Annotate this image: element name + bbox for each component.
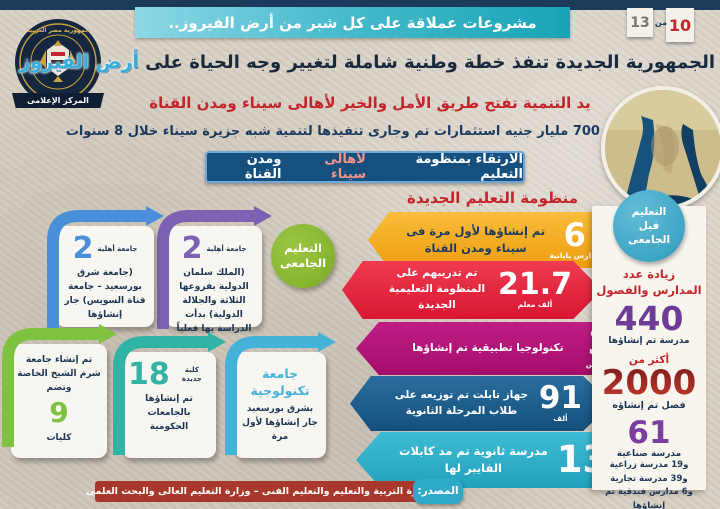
university-card-sharm: تم إنشاء جامعة شرم الشيخ الخاصة وتضم 9 ك… bbox=[1, 324, 117, 458]
pre-university-stats: زيادة عدد المدارس والفصول 440 مدرسة تم إ… bbox=[592, 266, 706, 509]
pre-university-badge: التعليم قبل الجامعى bbox=[613, 190, 685, 262]
stat-classes-label: فصل تم إنشاؤه bbox=[612, 400, 686, 412]
page-number-total: 13 bbox=[627, 8, 653, 37]
svg-text:جمهورية مصر العربية: جمهورية مصر العربية bbox=[27, 27, 90, 34]
media-center-ribbon: المركز الإعلامى bbox=[12, 93, 104, 108]
banner-desc: تم إنشاؤها لأول مرة فى سيناء ومدن القناة bbox=[406, 223, 546, 255]
stat-vocational-line3: و39 مدرسة تجارية bbox=[610, 473, 688, 484]
card-desc: (الملك سلمان الدولية بفروعها الثلاثة وال… bbox=[176, 268, 252, 334]
card-desc: بشرق بورسعيد جار إنشاؤها لأول مرة bbox=[242, 403, 318, 442]
top-navy-strip bbox=[0, 0, 720, 10]
card-desc: تم إنشاء جامعة شرم الشيخ الخاصة وتضم bbox=[17, 355, 101, 393]
stats-heading: زيادة عدد المدارس والفصول bbox=[596, 267, 702, 298]
stat-classes-prefix: أكثر من bbox=[628, 354, 670, 367]
page-title-main: الجمهورية الجديدة تنفذ خطة وطنية شاملة ل… bbox=[145, 52, 715, 73]
banner-unit: مدارس يابانية bbox=[549, 251, 600, 261]
page-number-separator: من bbox=[654, 18, 668, 27]
card-value: 2 bbox=[72, 231, 94, 266]
card-unit: جامعة أهلية bbox=[206, 244, 247, 253]
stat-banner-japanese-schools: 6 مدارس يابانية تم إنشاؤها لأول مرة فى س… bbox=[368, 212, 630, 268]
banner-value: 91 bbox=[538, 379, 582, 416]
eagle-icon bbox=[40, 40, 76, 82]
card-value: 9 bbox=[49, 395, 69, 429]
card-unit: كليات bbox=[46, 432, 72, 443]
stat-schools-value: 440 bbox=[614, 299, 684, 339]
banner-desc: مدرسة ثانوية تم مد كابلات الفايبر لها bbox=[398, 443, 548, 475]
source-label: المصدر: bbox=[413, 478, 463, 504]
banner-desc: تكنولوجيا تطبيقية تم إنشاؤها bbox=[412, 341, 564, 354]
page-title-highlight: أرض الفيروز bbox=[19, 51, 139, 73]
card-unit: جامعة أهلية bbox=[97, 244, 138, 253]
stat-classes-value: 2000 bbox=[592, 366, 706, 400]
stat-vocational-label: مدرسة صناعية bbox=[616, 449, 682, 460]
series-ribbon-text: مشروعات عملاقة على كل شبر من أرض الفيروز… bbox=[168, 13, 537, 32]
stat-vocational-value: 61 bbox=[627, 415, 671, 452]
card-unit: كلية جديدة bbox=[181, 366, 202, 383]
page-number-current: 10 bbox=[666, 8, 694, 42]
card-value: 18 bbox=[128, 357, 170, 392]
university-card-technological: جامعة تكنولوجية بشرق بورسعيد جار إنشاؤها… bbox=[225, 332, 336, 458]
card-title: جامعة تكنولوجية bbox=[250, 366, 310, 398]
university-card-east-portsaid: جامعة أهلية 2 (جامعة شرق بورسعيد – جامعة… bbox=[47, 206, 164, 329]
banner-value: 21.7 bbox=[497, 266, 572, 302]
banner-desc: تم تدريبهم على المنظومة التعليمية الجديد… bbox=[388, 267, 486, 311]
card-desc: (جامعة شرق بورسعيد – جامعة قناة السويس) … bbox=[64, 268, 146, 320]
card-value: 2 bbox=[181, 231, 203, 266]
banner-value: 6 bbox=[563, 215, 586, 254]
banner-unit: ألف معلم bbox=[517, 300, 553, 310]
series-ribbon: مشروعات عملاقة على كل شبر من أرض الفيروز… bbox=[135, 7, 570, 38]
card-desc: تم إنشاؤها بالجامعات الحكومية bbox=[145, 394, 193, 432]
university-education-badge: التعليم الجامعى bbox=[271, 224, 335, 288]
page-title: الجمهورية الجديدة تنفذ خطة وطنية شاملة ل… bbox=[20, 51, 715, 73]
stat-vocational-line2: و19 مدرسة زراعية bbox=[609, 460, 689, 471]
source-text-bar: وزارة التربية والتعليم والتعليم الفنى – … bbox=[86, 481, 432, 502]
stat-banner-teachers-trained: 21.7 ألف معلم تم تدريبهم على المنظومة ال… bbox=[342, 261, 602, 319]
university-card-new-faculties: كلية جديدة 18 تم إنشاؤها بالجامعات الحكو… bbox=[113, 332, 226, 458]
intro-line-1: يد التنمية تفتح طريق الأمل والخير لأهالى… bbox=[149, 94, 591, 112]
stat-vocational-line4: و6 مدارس فندقية تم إنشاؤها bbox=[605, 487, 693, 509]
stat-banner-tablets: 91 ألف جهاز تابلت تم توزيعه على طلاب الم… bbox=[350, 376, 612, 431]
education-section-banner: الارتقاء بمنظومة التعليم لأهالى سيناء وم… bbox=[205, 151, 525, 183]
university-card-king-salman: جامعة أهلية 2 (الملك سلمان الدولية بفروع… bbox=[157, 206, 272, 334]
new-system-title: منظومة التعليم الجديدة bbox=[406, 189, 579, 207]
banner-unit: ألف bbox=[553, 414, 568, 424]
banner-desc: جهاز تابلت تم توزيعه على طلاب المرحلة ال… bbox=[394, 388, 529, 417]
intro-line-2: أكثر من 700 مليار جنيه استثمارات تم وجار… bbox=[65, 124, 654, 139]
stat-schools-label: مدرسة تم إنشاؤها bbox=[608, 336, 690, 347]
